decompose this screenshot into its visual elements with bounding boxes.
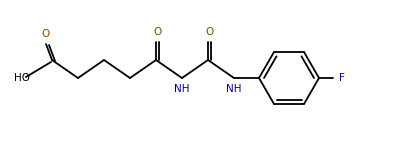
Text: O: O	[153, 27, 161, 37]
Text: F: F	[339, 73, 345, 83]
Text: NH: NH	[226, 84, 242, 94]
Text: HO: HO	[14, 73, 30, 83]
Text: O: O	[41, 29, 49, 39]
Text: NH: NH	[174, 84, 190, 94]
Text: O: O	[205, 27, 213, 37]
